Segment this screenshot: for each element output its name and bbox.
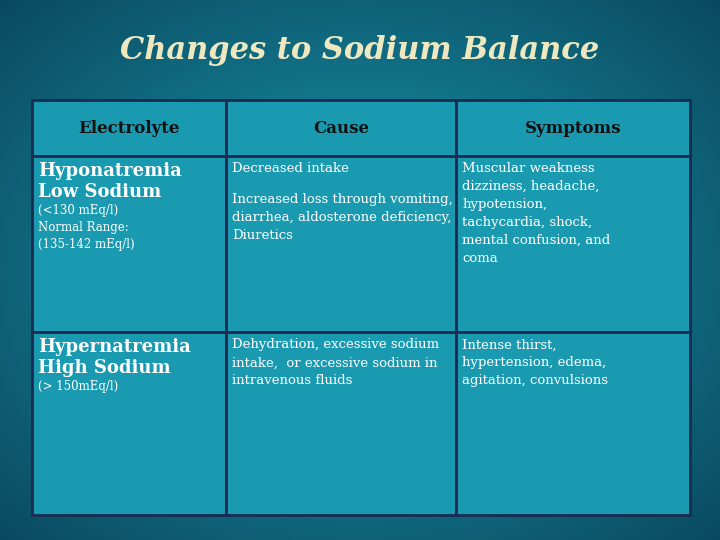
Text: (> 150mEq/l): (> 150mEq/l)	[38, 380, 118, 394]
Bar	[456, 333, 690, 515]
Text: Increased loss through vomiting,
diarrhea, aldosterone deficiency,
Diuretics: Increased loss through vomiting, diarrhe…	[232, 193, 453, 241]
Text: Intense thirst,
hypertension, edema,
agitation, convulsions: Intense thirst, hypertension, edema, agi…	[462, 339, 608, 387]
Text: (<130 mEq/l)
Normal Range:
(135-142 mEq/l): (<130 mEq/l) Normal Range: (135-142 mEq/…	[38, 204, 135, 251]
Text: Cause: Cause	[313, 119, 369, 137]
Text: Electrolyte: Electrolyte	[78, 119, 180, 137]
Bar	[226, 100, 456, 156]
Text: Dehydration, excessive sodium
intake,  or excessive sodium in
intravenous fluids: Dehydration, excessive sodium intake, or…	[232, 339, 439, 387]
Bar	[456, 100, 690, 156]
Text: Hypernatremia
High Sodium: Hypernatremia High Sodium	[38, 339, 191, 377]
Text: Decreased intake: Decreased intake	[232, 162, 349, 175]
Text: Muscular weakness
dizziness, headache,
hypotension,
tachycardia, shock,
mental c: Muscular weakness dizziness, headache, h…	[462, 162, 611, 265]
Bar	[226, 156, 456, 333]
Text: Hyponatremia
Low Sodium: Hyponatremia Low Sodium	[38, 162, 181, 201]
Text: Changes to Sodium Balance: Changes to Sodium Balance	[120, 35, 600, 65]
Bar	[32, 333, 226, 515]
Bar	[226, 333, 456, 515]
Bar	[32, 156, 226, 333]
Bar	[456, 156, 690, 333]
Text: Symptoms: Symptoms	[525, 119, 621, 137]
Bar	[32, 100, 226, 156]
